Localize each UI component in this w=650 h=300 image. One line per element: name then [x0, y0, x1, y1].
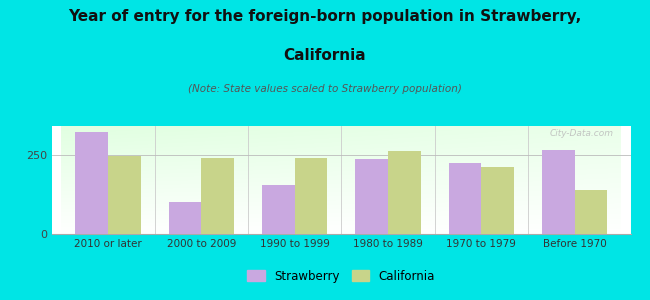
Text: City-Data.com: City-Data.com	[549, 129, 613, 138]
Legend: Strawberry, California: Strawberry, California	[242, 265, 440, 287]
Bar	[356, 159, 388, 234]
Bar	[75, 132, 108, 234]
Bar	[202, 158, 234, 234]
Bar	[388, 152, 421, 234]
Text: California: California	[283, 48, 367, 63]
Bar	[575, 190, 607, 234]
Bar	[481, 167, 514, 234]
Bar	[448, 163, 481, 234]
Text: Year of entry for the foreign-born population in Strawberry,: Year of entry for the foreign-born popul…	[68, 9, 582, 24]
Text: (Note: State values scaled to Strawberry population): (Note: State values scaled to Strawberry…	[188, 84, 462, 94]
Bar	[262, 185, 294, 234]
Bar	[294, 158, 327, 234]
Bar	[108, 156, 140, 234]
Bar	[542, 150, 575, 234]
Bar	[168, 202, 202, 234]
